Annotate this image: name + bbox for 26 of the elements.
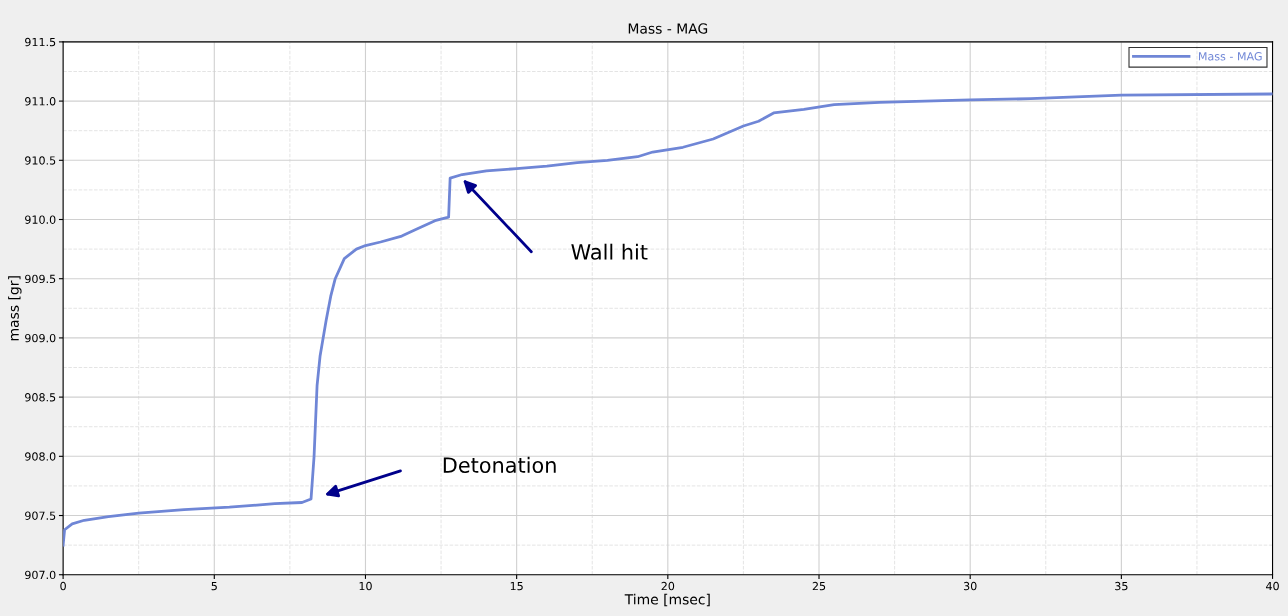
x-axis-title: Time [msec] xyxy=(624,593,710,607)
y-tick-label: 908.0 xyxy=(25,452,56,461)
y-tick-label: 910.5 xyxy=(25,156,56,165)
annotation: Detonation xyxy=(443,456,556,473)
x-tick-label: 25 xyxy=(812,581,826,591)
x-tick-label: 30 xyxy=(963,581,977,591)
x-tick-label: 20 xyxy=(661,581,675,591)
annotation: Wall hit xyxy=(571,243,648,260)
y-tick-label: 910.0 xyxy=(25,215,56,224)
x-tick-label: 35 xyxy=(1115,581,1128,591)
y-tick-label: 908.5 xyxy=(25,393,56,402)
x-tick-label: 40 xyxy=(1266,581,1279,591)
y-tick-label: 909.5 xyxy=(25,274,56,284)
y-tick-label: 911.0 xyxy=(25,97,56,106)
y-tick-label: 907.0 xyxy=(25,570,56,580)
x-tick-label: 15 xyxy=(510,582,523,591)
line-series xyxy=(63,92,1273,547)
chart-title: Mass - MAG xyxy=(628,23,708,34)
y-tick-label: 909.0 xyxy=(25,333,56,343)
x-tick-label: 0 xyxy=(60,581,66,591)
y-tick-label: 911.5 xyxy=(25,37,56,47)
x-tick-label: 10 xyxy=(359,581,372,591)
y-tick-label: 907.5 xyxy=(25,511,56,520)
y-axis-title: mass [gr] xyxy=(8,276,22,341)
text: Mass - MAG xyxy=(1198,52,1262,61)
x-tick-label: 5 xyxy=(211,582,217,591)
